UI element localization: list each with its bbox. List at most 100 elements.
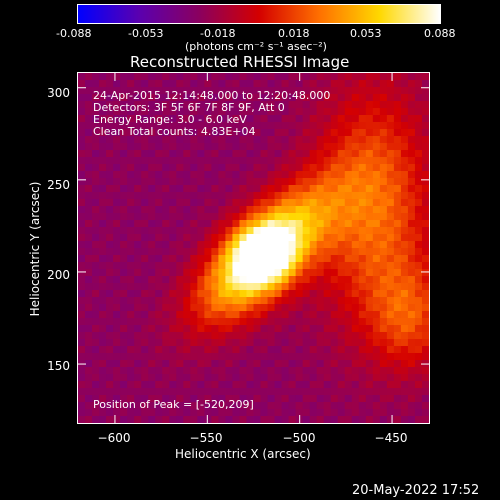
heatmap-cell [148,297,156,305]
heatmap-cell [183,283,191,291]
heatmap-cell [365,136,374,144]
heatmap-cell [253,206,262,214]
heatmap-cell [197,248,205,256]
heatmap-cell [330,129,339,137]
heatmap-cell [141,185,149,193]
heatmap-cell [197,213,205,221]
heatmap-cell [134,206,142,214]
heatmap-cell [316,311,325,319]
heatmap-cell [393,290,402,298]
heatmap-cell [232,346,241,354]
heatmap-cell [393,353,402,361]
heatmap-cell [218,269,227,277]
heatmap-cell [309,157,318,165]
heatmap-cell [302,318,311,326]
heatmap-cell [337,248,346,256]
heatmap-cell [386,206,395,214]
heatmap-cell [386,143,395,151]
heatmap-cell [232,304,241,312]
heatmap-cell [253,234,262,242]
heatmap-cell [134,325,142,333]
heatmap-cell [211,339,219,347]
heatmap-cell [113,332,121,340]
heatmap-cell [288,367,297,375]
heatmap-cell [148,290,156,298]
heatmap-cell [232,360,241,368]
heatmap-cell [85,206,93,214]
heatmap-cell [106,339,114,347]
heatmap-cell [113,178,121,186]
heatmap-cell [365,262,374,270]
heatmap-cell [288,94,297,102]
heatmap-cell [106,101,114,109]
heatmap-cell [337,108,346,116]
heatmap-cell [337,276,346,284]
heatmap-cell [106,367,114,375]
heatmap-cell [414,150,423,158]
heatmap-cell [274,374,283,382]
heatmap-cell [295,136,304,144]
heatmap-cell [365,129,374,137]
heatmap-cell [239,353,248,361]
heatmap-cell [421,164,429,172]
heatmap-cell [99,325,107,333]
heatmap-cell [169,360,177,368]
heatmap-cell [232,101,241,109]
heatmap-cell [323,409,332,417]
heatmap-cell [218,150,227,158]
heatmap-cell [281,199,290,207]
heatmap-cell [330,178,339,186]
heatmap-cell [379,290,388,298]
heatmap-cell [162,220,170,228]
heatmap-cell [421,192,429,200]
heatmap-cell [155,192,163,200]
x-axis-label: Heliocentric X (arcsec) [175,447,311,461]
heatmap-cell [379,115,388,123]
heatmap-cell [246,220,255,228]
heatmap-cell [211,178,219,186]
heatmap-cell [106,136,114,144]
heatmap-cell [393,374,402,382]
heatmap-cell [281,94,290,102]
heatmap-cell [141,178,149,186]
heatmap-cell [127,402,135,410]
heatmap-cell [407,353,416,361]
heatmap-cell [85,122,93,130]
heatmap-cell [309,388,318,396]
heatmap-cell [141,122,149,130]
heatmap-cell [232,87,241,95]
heatmap-cell [155,367,163,375]
heatmap-cell [358,206,367,214]
heatmap-cell [288,332,297,340]
heatmap-cell [197,234,205,242]
heatmap-cell [400,206,409,214]
heatmap-cell [372,199,381,207]
heatmap-cell [232,150,241,158]
heatmap-cell [106,255,114,263]
heatmap-cell [260,248,269,256]
heatmap-cell [337,402,346,410]
heatmap-cell [232,192,241,200]
heatmap-cell [386,248,395,256]
heatmap-cell [99,150,107,158]
heatmap-cell [141,136,149,144]
heatmap-cell [232,185,241,193]
heatmap-cell [148,388,156,396]
heatmap-cell [162,199,170,207]
heatmap-cell [92,304,100,312]
heatmap-cell [218,227,227,235]
heatmap-cell [253,94,262,102]
heatmap-cell [358,73,367,81]
heatmap-cell [288,122,297,130]
heatmap-cell [106,108,114,116]
heatmap-cell [337,136,346,144]
heatmap-cell [176,136,184,144]
heatmap-cell [358,164,367,172]
heatmap-cell [372,234,381,242]
heatmap-cell [78,94,86,102]
heatmap-cell [225,178,234,186]
heatmap-cell [197,206,205,214]
heatmap-cell [400,241,409,249]
heatmap-cell [176,409,184,417]
heatmap-cell [274,395,283,403]
